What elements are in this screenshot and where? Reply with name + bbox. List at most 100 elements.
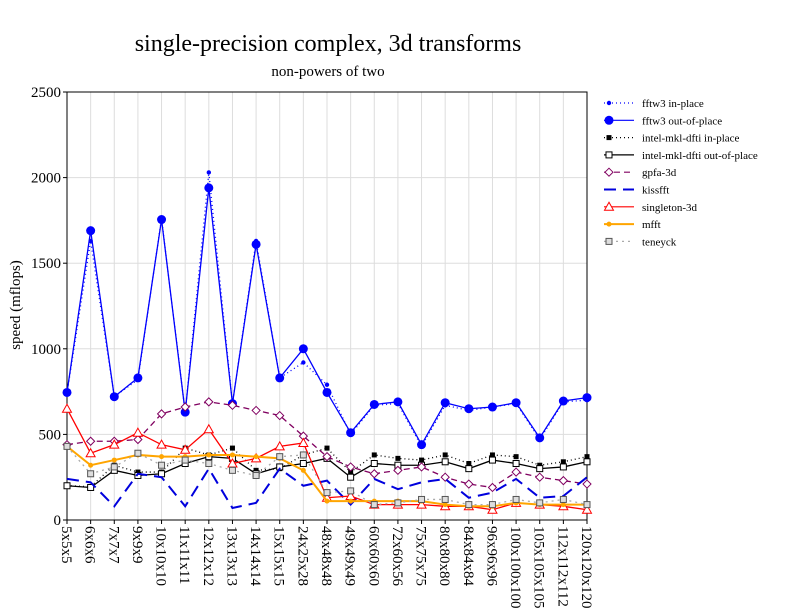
x-tick-label: 72x60x56 <box>389 526 405 587</box>
data-point <box>441 495 449 503</box>
data-point <box>583 501 591 509</box>
data-point <box>511 467 521 477</box>
legend-label: singleton-3d <box>642 202 697 214</box>
legend-label: teneyck <box>642 236 677 248</box>
data-point <box>324 445 330 451</box>
x-tick-label: 7x7x7 <box>105 526 121 564</box>
data-point <box>204 183 214 193</box>
x-tick-label: 11x11x11 <box>176 526 192 584</box>
data-point <box>299 451 307 459</box>
data-point <box>180 402 190 412</box>
data-point <box>87 470 95 478</box>
data-point <box>395 455 401 461</box>
data-point <box>605 237 613 245</box>
series-teneyck <box>63 442 591 509</box>
axes <box>63 91 588 524</box>
data-point <box>85 447 96 458</box>
legend: fftw3 in-place fftw3 out-of-place intel-mk… <box>603 98 758 248</box>
data-point <box>487 482 498 493</box>
x-tick-label: 49x49x49 <box>342 526 358 586</box>
data-point <box>605 151 613 159</box>
data-point <box>299 460 307 468</box>
data-point <box>205 460 213 468</box>
data-point <box>204 397 214 407</box>
data-point <box>229 445 235 451</box>
data-point <box>347 473 355 481</box>
data-point <box>466 461 472 467</box>
data-point <box>371 452 377 458</box>
data-point <box>416 499 427 509</box>
series-group <box>61 170 593 514</box>
data-point <box>370 501 378 509</box>
x-tick-label: 13x13x13 <box>223 526 239 586</box>
data-point <box>558 396 568 406</box>
legend-label: kissfft <box>642 185 669 197</box>
series-line <box>66 445 588 506</box>
data-point <box>440 398 450 408</box>
data-point <box>584 454 590 460</box>
data-point <box>134 449 142 457</box>
data-point <box>416 462 427 472</box>
data-point <box>206 452 212 458</box>
data-point <box>442 502 448 508</box>
legend-item: kissfft <box>604 185 669 197</box>
data-point <box>156 439 167 449</box>
legend-item: gpfa-3d <box>604 167 677 179</box>
data-point <box>251 405 261 416</box>
y-tick-label: 1000 <box>31 342 61 358</box>
data-point <box>111 457 117 463</box>
legend-item: intel-mkl-dfti out-of-place <box>604 150 758 162</box>
data-point <box>157 215 167 225</box>
x-tick-label: 5x5x5 <box>58 526 74 564</box>
data-point <box>109 392 119 402</box>
x-tick-label: 6x6x6 <box>82 526 98 564</box>
data-point <box>63 442 71 450</box>
data-point <box>418 495 426 503</box>
data-point <box>134 471 142 479</box>
data-point <box>511 398 521 408</box>
data-point <box>301 360 306 365</box>
data-point <box>369 469 379 479</box>
tick-labels: 0 500 1000 1500 2000 2500 5x5x5 6x6x6 7x7x7 9x9x9… <box>31 85 594 609</box>
data-point <box>465 465 473 473</box>
data-point <box>181 456 189 464</box>
data-point <box>535 472 545 482</box>
data-point <box>158 461 166 469</box>
data-point <box>536 499 544 507</box>
data-point <box>441 458 449 466</box>
legend-label: fftw3 out-of-place <box>642 115 722 127</box>
data-point <box>465 501 473 509</box>
x-tick-label: 100x100x100 <box>507 526 523 609</box>
data-point <box>513 454 519 460</box>
x-tick-label: 14x14x14 <box>247 526 263 587</box>
data-point <box>419 457 425 463</box>
legend-label: mfft <box>642 219 661 231</box>
data-point <box>179 444 191 454</box>
data-point <box>369 399 379 409</box>
series-fftw3-out-of-place <box>62 183 592 450</box>
data-point <box>583 458 591 466</box>
y-tick-label: 500 <box>39 427 62 443</box>
data-point <box>393 397 403 407</box>
data-point <box>159 454 165 460</box>
data-point <box>88 462 94 468</box>
y-tick-label: 0 <box>54 513 62 529</box>
x-tick-label: 105x105x105 <box>531 526 547 609</box>
legend-label: gpfa-3d <box>642 167 677 179</box>
chart-title: single-precision complex, 3d transforms <box>135 31 522 57</box>
x-tick-label: 48x48x48 <box>318 526 334 586</box>
data-point <box>512 460 520 468</box>
data-point <box>560 459 566 465</box>
data-point <box>489 452 495 458</box>
data-point <box>370 460 378 468</box>
data-point <box>560 502 566 508</box>
data-point <box>322 387 332 397</box>
data-point <box>132 427 144 437</box>
series-line <box>66 466 588 510</box>
x-tick-label: 15x15x15 <box>271 526 287 586</box>
data-point <box>347 487 355 495</box>
data-point <box>133 373 143 383</box>
y-tick-label: 2000 <box>31 171 61 187</box>
y-axis-label: speed (mflops) <box>8 260 24 350</box>
